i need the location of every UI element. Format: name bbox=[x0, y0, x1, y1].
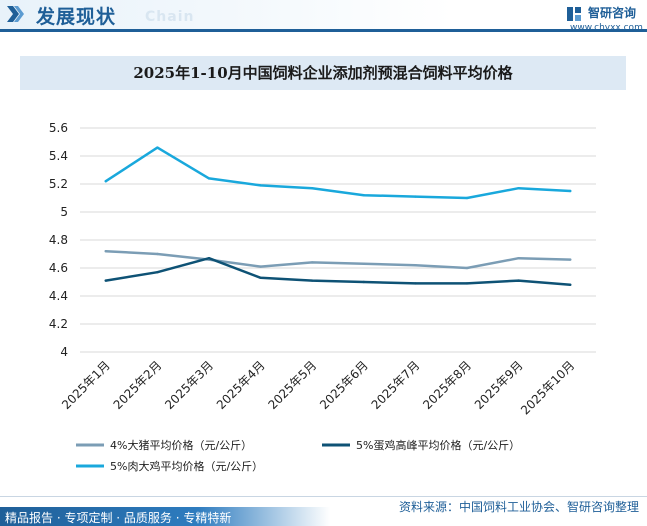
x-tick-label: 2025年5月 bbox=[265, 358, 319, 412]
legend-label: 5%肉大鸡平均价格（元/公斤） bbox=[110, 459, 263, 473]
data-point bbox=[362, 262, 365, 265]
x-tick-label: 2025年8月 bbox=[420, 358, 474, 412]
series-line-2 bbox=[104, 256, 572, 287]
x-tick-label: 2025年7月 bbox=[369, 358, 423, 412]
y-tick-label: 5.4 bbox=[49, 149, 68, 163]
data-point bbox=[465, 196, 469, 200]
data-point bbox=[259, 184, 262, 187]
data-point bbox=[311, 187, 314, 190]
brand-logo-icon bbox=[567, 7, 581, 21]
header-banner: 发展现状 Chain 智研咨询 www.chyxx.com bbox=[0, 0, 647, 40]
x-tick-label: 2025年6月 bbox=[317, 358, 371, 412]
data-point bbox=[104, 180, 108, 183]
data-point bbox=[156, 146, 159, 149]
x-tick-label: 2025年10月 bbox=[518, 358, 577, 417]
x-axis-ticks: 2025年1月2025年2月2025年3月2025年4月2025年5月2025年… bbox=[59, 358, 577, 417]
data-point bbox=[104, 279, 108, 282]
y-axis-ticks: 4 4.2 4.4 4.6 4.8 5 5.2 5.4 5.6 bbox=[49, 121, 68, 359]
y-tick-label: 4.4 bbox=[49, 289, 68, 303]
data-point bbox=[311, 261, 314, 264]
data-source: 资料来源：中国饲料工业协会、智研咨询整理 bbox=[398, 500, 639, 514]
brand-url: www.chyxx.com bbox=[570, 23, 643, 33]
section-title: 发展现状 bbox=[36, 6, 117, 28]
y-tick-label: 4.2 bbox=[49, 317, 68, 331]
y-tick-label: 5.2 bbox=[49, 177, 68, 191]
y-tick-label: 4.8 bbox=[49, 233, 68, 247]
y-tick-label: 4 bbox=[60, 345, 68, 359]
data-point bbox=[569, 258, 572, 261]
data-point bbox=[414, 282, 417, 285]
footer: 资料来源：中国饲料工业协会、智研咨询整理 精品报告 · 专项定制 · 品质服务 … bbox=[0, 496, 647, 526]
data-point bbox=[259, 265, 262, 268]
data-point bbox=[414, 264, 417, 267]
chart-title-band: 2025年1-10月中国饲料企业添加剂预混合饲料平均价格 bbox=[20, 56, 626, 90]
data-point bbox=[156, 271, 159, 274]
x-tick-label: 2025年2月 bbox=[111, 358, 165, 412]
legend-label: 4%大猪平均价格（元/公斤） bbox=[110, 438, 252, 452]
header-background bbox=[0, 0, 647, 30]
data-point bbox=[156, 252, 159, 256]
data-point bbox=[569, 283, 572, 286]
y-tick-label: 4.6 bbox=[49, 261, 68, 275]
tagline-banner bbox=[0, 507, 330, 526]
data-point bbox=[362, 194, 365, 197]
data-point bbox=[465, 282, 469, 285]
data-point bbox=[517, 187, 520, 190]
data-point bbox=[517, 257, 520, 260]
data-point bbox=[259, 276, 262, 279]
data-point bbox=[311, 279, 314, 282]
x-tick-label: 2025年1月 bbox=[59, 358, 113, 412]
data-point bbox=[517, 279, 520, 282]
y-tick-label: 5 bbox=[60, 205, 68, 219]
grid-lines bbox=[80, 127, 596, 353]
x-tick-label: 2025年3月 bbox=[162, 358, 216, 412]
header-underline bbox=[0, 29, 647, 32]
tagline-text: 精品报告 · 专项定制 · 品质服务 · 专精特新 bbox=[5, 511, 232, 525]
series-line-3 bbox=[104, 146, 572, 200]
data-point bbox=[414, 195, 417, 198]
chart-title: 2025年1-10月中国饲料企业添加剂预混合饲料平均价格 bbox=[133, 64, 513, 82]
legend-label: 5%蛋鸡高峰平均价格（元/公斤） bbox=[356, 438, 520, 452]
data-point bbox=[207, 257, 211, 260]
data-point bbox=[362, 280, 365, 284]
data-point bbox=[207, 177, 211, 180]
series-lines bbox=[104, 146, 572, 287]
data-point bbox=[569, 189, 572, 193]
section-subtitle: Chain bbox=[145, 9, 195, 25]
series-line-1 bbox=[104, 249, 572, 270]
y-tick-label: 5.6 bbox=[49, 121, 68, 135]
brand-name: 智研咨询 bbox=[588, 6, 637, 20]
double-chevron-icon bbox=[7, 6, 24, 22]
data-point bbox=[465, 266, 469, 270]
data-point bbox=[104, 250, 108, 253]
x-tick-label: 2025年9月 bbox=[472, 358, 526, 412]
legend: 4%大猪平均价格（元/公斤） 5%蛋鸡高峰平均价格（元/公斤） 5%肉大鸡平均价格（… bbox=[76, 438, 520, 473]
footer-divider bbox=[0, 496, 647, 497]
x-tick-label: 2025年4月 bbox=[214, 358, 268, 412]
